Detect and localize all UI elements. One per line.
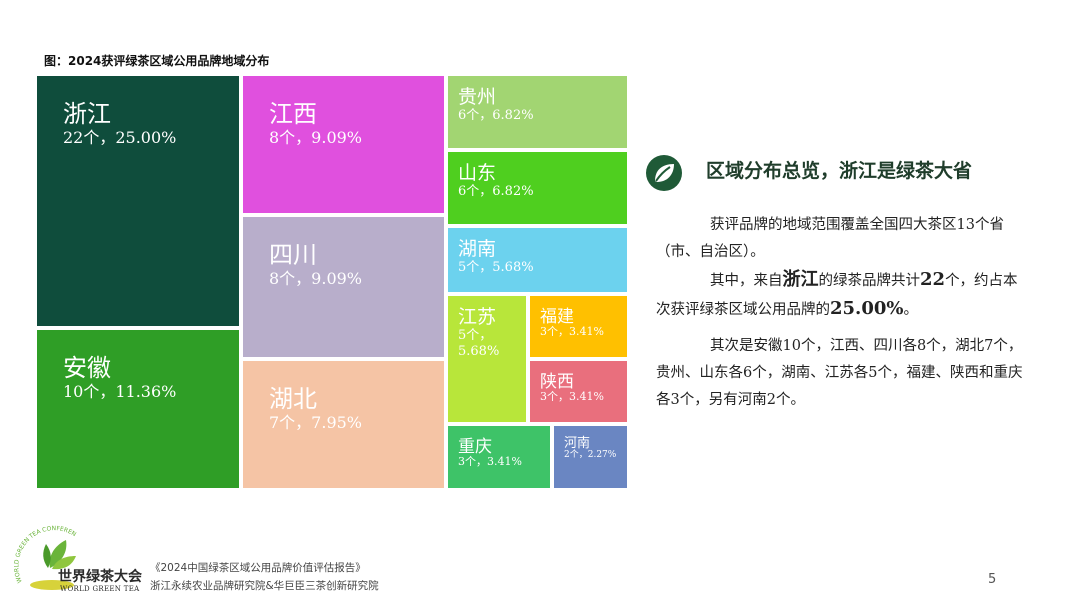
treemap-tile-name: 江西 bbox=[269, 100, 317, 128]
treemap-tile-2: 江西 8个，9.09% bbox=[241, 74, 446, 215]
highlight-count: 22 bbox=[920, 269, 946, 290]
highlight-zhejiang: 浙江 bbox=[782, 269, 819, 290]
treemap-tile-value: 6个，6.82% bbox=[458, 107, 534, 123]
p2-c: 的绿茶品牌共计 bbox=[818, 273, 921, 289]
treemap-tile-name: 山东 bbox=[458, 162, 497, 184]
treemap-tile-value: 5个， 5.68% bbox=[458, 327, 500, 359]
treemap-tile-4: 湖北 7个，7.95% bbox=[241, 359, 446, 490]
treemap-tile-8: 江苏 5个， 5.68% bbox=[446, 294, 528, 424]
treemap-tile-5: 贵州 6个，6.82% bbox=[446, 74, 629, 150]
paragraph-coverage-text: 获评品牌的地域范围覆盖全国四大茶区13个省（市、自治区）。 bbox=[656, 217, 1004, 260]
treemap-tile-name: 陕西 bbox=[540, 372, 574, 392]
treemap-tile-value: 3个，3.41% bbox=[458, 454, 522, 468]
treemap-tile-11: 重庆 3个，3.41% bbox=[446, 424, 552, 490]
tea-leaf-icon bbox=[646, 155, 682, 191]
treemap-tile-name: 四川 bbox=[269, 241, 317, 269]
treemap-tile-value: 22个，25.00% bbox=[63, 127, 177, 147]
treemap-tile-9: 福建 3个，3.41% bbox=[528, 294, 629, 359]
treemap-tile-value: 5个，5.68% bbox=[458, 259, 534, 275]
treemap-tile-10: 陕西 3个，3.41% bbox=[528, 359, 629, 424]
treemap-tile-value: 10个，11.36% bbox=[63, 381, 177, 401]
p2-a: 其中，来自 bbox=[710, 273, 783, 289]
chart-caption: 图：2024获评绿茶区域公用品牌地域分布 bbox=[44, 54, 270, 68]
treemap-tile-value: 8个，9.09% bbox=[269, 127, 363, 147]
panel-title: 区域分布总览，浙江是绿茶大省 bbox=[706, 160, 973, 182]
world-green-tea-logo: WORLD GREEN TEA CONFERENCE bbox=[12, 522, 77, 590]
logo-title-cn: 世界绿茶大会 bbox=[58, 569, 142, 585]
paragraph-zhejiang: 其中，来自浙江的绿茶品牌共计22个，约占本次获评绿茶区域公用品牌的25.00%。 bbox=[656, 266, 1026, 324]
treemap-tile-3: 四川 8个，9.09% bbox=[241, 215, 446, 359]
logo-title-en: WORLD GREEN TEA bbox=[60, 585, 140, 593]
paragraph-others-text: 其次是安徽10个，江西、四川各8个，湖北7个，贵州、山东各6个，湖南、江苏各5个… bbox=[656, 338, 1023, 408]
treemap-tile-0: 浙江 22个，25.00% bbox=[35, 74, 241, 328]
treemap-tile-12: 河南 2个，2.27% bbox=[552, 424, 629, 490]
treemap-tile-name: 重庆 bbox=[458, 437, 492, 457]
p2-e: 个，约占本次获评绿茶区域公用品牌的 bbox=[656, 273, 1018, 318]
report-org: 浙江永续农业品牌研究院&华巨臣三茶创新研究院 bbox=[150, 580, 379, 592]
treemap-tile-value: 7个，7.95% bbox=[269, 412, 363, 432]
paragraph-coverage: 获评品牌的地域范围覆盖全国四大茶区13个省（市、自治区）。 bbox=[656, 212, 1026, 266]
treemap-tile-value: 6个，6.82% bbox=[458, 183, 534, 199]
treemap-tile-1: 安徽 10个，11.36% bbox=[35, 328, 241, 490]
page-number: 5 bbox=[988, 572, 997, 587]
report-title: 《2024中国绿茶区域公用品牌价值评估报告》 bbox=[150, 562, 366, 574]
treemap-tile-name: 湖北 bbox=[269, 385, 317, 413]
treemap-tile-name: 江苏 bbox=[458, 306, 497, 328]
treemap-tile-7: 湖南 5个，5.68% bbox=[446, 226, 629, 294]
treemap-tile-name: 湖南 bbox=[458, 238, 497, 260]
treemap-tile-value: 8个，9.09% bbox=[269, 268, 363, 288]
highlight-percent: 25.00% bbox=[830, 298, 904, 319]
paragraph-others: 其次是安徽10个，江西、四川各8个，湖北7个，贵州、山东各6个，湖南、江苏各5个… bbox=[656, 333, 1026, 414]
p2-g: 。 bbox=[903, 302, 918, 318]
treemap-tile-value: 2个，2.27% bbox=[564, 449, 617, 460]
treemap-tile-6: 山东 6个，6.82% bbox=[446, 150, 629, 226]
treemap-tile-name: 安徽 bbox=[63, 354, 111, 382]
treemap-tile-name: 福建 bbox=[540, 307, 574, 327]
treemap-tile-value: 3个，3.41% bbox=[540, 389, 604, 403]
treemap-tile-name: 贵州 bbox=[458, 86, 497, 108]
treemap-tile-name: 河南 bbox=[564, 436, 591, 451]
treemap-tile-name: 浙江 bbox=[63, 100, 111, 128]
treemap-tile-value: 3个，3.41% bbox=[540, 324, 604, 338]
